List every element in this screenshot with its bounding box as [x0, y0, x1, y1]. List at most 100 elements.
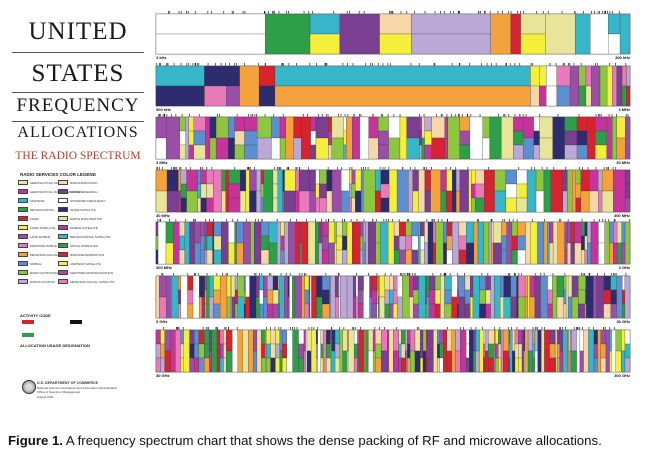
- allocation-block: [595, 144, 607, 160]
- allocation-block: [570, 329, 572, 373]
- frequency-tick: [627, 114, 629, 117]
- allocation-block: [256, 329, 262, 373]
- allocation-block: [166, 190, 179, 213]
- allocation-block: [360, 235, 363, 251]
- allocation-block: [398, 329, 402, 345]
- allocation-block: [435, 221, 444, 265]
- frequency-tick: [247, 167, 248, 170]
- allocation-block: [256, 169, 262, 192]
- allocation-block: [439, 343, 444, 359]
- allocation-block: [204, 275, 207, 291]
- allocation-block: [155, 357, 161, 373]
- frequency-tick: [523, 11, 524, 14]
- allocation-block: [549, 221, 554, 244]
- frequency-tick: [387, 114, 389, 117]
- allocation-block: [471, 197, 476, 213]
- frequency-tick: [444, 273, 446, 276]
- frequency-tick: [178, 11, 180, 14]
- allocation-block: [282, 190, 285, 213]
- allocation-block: [443, 221, 447, 244]
- frequency-tick: [290, 327, 291, 330]
- allocation-block: [406, 137, 420, 160]
- allocation-block: [193, 130, 206, 146]
- allocation-block: [562, 169, 568, 192]
- frequency-tick: [595, 63, 596, 66]
- frequency-tick: [479, 114, 481, 117]
- frequency-tick: [261, 219, 263, 222]
- frequency-tick: [486, 63, 488, 66]
- allocation-block: [473, 329, 476, 352]
- allocation-block: [219, 275, 228, 319]
- frequency-tick: [187, 11, 189, 14]
- allocation-block: [564, 144, 578, 160]
- legend-item: RADIONAVIGATION: [58, 180, 98, 185]
- legend-item: LAND MOBILE: [18, 234, 50, 239]
- frequency-tick: [419, 114, 420, 117]
- allocation-block: [375, 357, 382, 373]
- frequency-tick: [321, 219, 322, 222]
- allocation-block: [567, 169, 573, 213]
- allocation-block: [155, 116, 167, 139]
- frequency-tick: [236, 63, 237, 66]
- frequency-tick: [516, 327, 518, 330]
- frequency-tick: [264, 11, 266, 14]
- allocation-block: [418, 275, 426, 319]
- legend-label: MOBILE SATELLITE: [70, 225, 98, 230]
- spectrum-poster: UNITED STATES FREQUENCY ALLOCATIONS THE …: [12, 11, 631, 399]
- allocation-block: [319, 197, 327, 213]
- frequency-tick: [281, 63, 283, 66]
- frequency-tick: [440, 11, 441, 14]
- frequency-tick: [372, 114, 374, 117]
- allocation-block: [562, 190, 568, 213]
- spectrum-band-row: 3 kHz 300 kHz: [155, 11, 631, 60]
- allocation-block: [335, 296, 339, 319]
- allocation-block: [598, 190, 603, 213]
- allocation-block: [422, 329, 427, 352]
- allocation-block: [567, 242, 571, 265]
- legend-label: BROADCASTING: [30, 207, 55, 212]
- allocation-block: [326, 357, 331, 373]
- allocation-block: [524, 329, 529, 373]
- allocation-block: [226, 350, 233, 373]
- frequency-tick: [597, 11, 599, 14]
- allocation-block: [357, 329, 360, 345]
- frequency-tick: [219, 114, 220, 117]
- allocation-block: [315, 221, 319, 265]
- frequency-tick: [162, 114, 164, 117]
- allocation-block: [357, 357, 360, 373]
- allocation-block: [398, 357, 402, 373]
- allocation-block: [571, 275, 579, 298]
- allocation-block: [261, 357, 266, 373]
- allocation-block: [608, 33, 621, 55]
- frequency-tick: [534, 167, 536, 170]
- legend-swatch: [18, 270, 28, 275]
- allocation-block: [355, 275, 359, 298]
- allocation-block: [321, 249, 329, 265]
- allocation-block: [242, 329, 249, 373]
- allocation-block: [352, 221, 361, 265]
- frequency-tick: [446, 114, 448, 117]
- frequency-tick: [595, 114, 597, 117]
- legend-item: MOBILE: [18, 261, 41, 266]
- allocation-block: [452, 221, 460, 265]
- frequency-tick: [180, 11, 182, 14]
- frequency-tick: [463, 327, 464, 330]
- allocation-block: [274, 65, 531, 87]
- allocation-block: [179, 116, 186, 132]
- frequency-tick: [169, 219, 170, 222]
- allocation-block: [209, 296, 214, 319]
- allocation-block: [249, 275, 257, 319]
- allocation-block: [239, 65, 260, 107]
- allocation-block: [275, 343, 281, 359]
- frequency-tick: [227, 273, 228, 276]
- frequency-tick: [477, 219, 478, 222]
- allocation-block: [446, 329, 452, 352]
- allocation-block: [328, 116, 332, 132]
- allocation-block: [362, 303, 364, 319]
- frequency-tick: [518, 167, 520, 170]
- allocation-block: [155, 190, 168, 213]
- allocation-block: [616, 242, 622, 265]
- title-rule-2: [12, 92, 144, 93]
- legend-swatch: [58, 180, 68, 185]
- allocation-block: [580, 169, 590, 192]
